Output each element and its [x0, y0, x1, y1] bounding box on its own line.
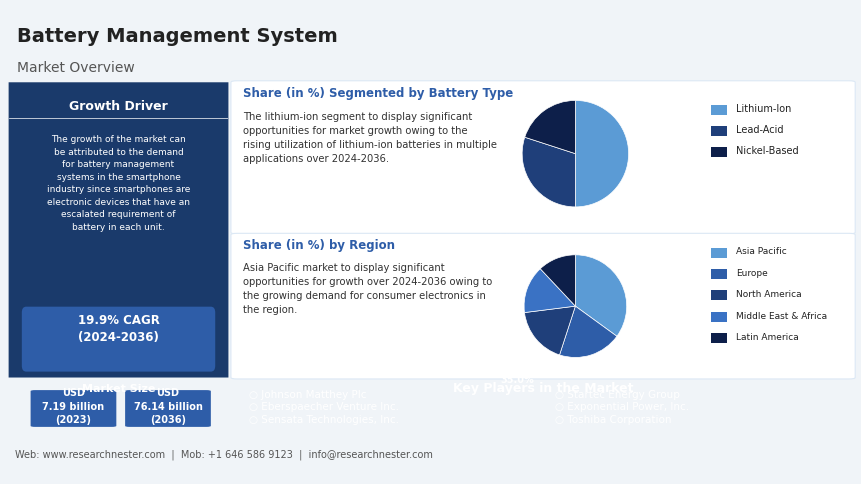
- Text: Web: www.researchnester.com  |  Mob: +1 646 586 9123  |  info@researchnester.com: Web: www.researchnester.com | Mob: +1 64…: [15, 450, 432, 460]
- Text: ○ Johnson Matthey Plc: ○ Johnson Matthey Plc: [249, 391, 367, 400]
- Wedge shape: [574, 255, 626, 336]
- FancyBboxPatch shape: [710, 248, 726, 257]
- Text: The lithium-ion segment to display significant
opportunities for market growth o: The lithium-ion segment to display signi…: [243, 112, 497, 164]
- Text: Lead-Acid: Lead-Acid: [735, 125, 783, 136]
- FancyBboxPatch shape: [710, 312, 726, 322]
- Text: ○ Toshiba Corporation: ○ Toshiba Corporation: [554, 415, 671, 424]
- Text: Battery Management System: Battery Management System: [17, 27, 338, 45]
- Text: ○ Exponential Power, Inc.: ○ Exponential Power, Inc.: [554, 402, 689, 412]
- FancyBboxPatch shape: [9, 82, 228, 378]
- Text: Asia Pacific market to display significant
opportunities for growth over 2024-20: Asia Pacific market to display significa…: [243, 263, 492, 315]
- Text: USD
76.14 billion
(2036): USD 76.14 billion (2036): [133, 388, 202, 425]
- Text: 35.0%: 35.0%: [500, 375, 534, 385]
- FancyBboxPatch shape: [31, 390, 116, 427]
- Text: Europe: Europe: [735, 269, 766, 278]
- Text: Nickel-Based: Nickel-Based: [735, 146, 797, 156]
- Wedge shape: [523, 269, 575, 313]
- Text: Market Overview: Market Overview: [17, 60, 134, 75]
- FancyBboxPatch shape: [710, 147, 726, 157]
- Text: 19.9% CAGR
(2024-2036): 19.9% CAGR (2024-2036): [77, 314, 159, 344]
- Text: ○ Startec Energy Group: ○ Startec Energy Group: [554, 391, 679, 400]
- Wedge shape: [574, 100, 628, 207]
- Wedge shape: [523, 306, 575, 355]
- FancyBboxPatch shape: [710, 126, 726, 136]
- Text: Share (in %) Segmented by Battery Type: Share (in %) Segmented by Battery Type: [243, 87, 513, 100]
- FancyBboxPatch shape: [22, 307, 215, 372]
- FancyBboxPatch shape: [231, 233, 854, 379]
- Text: Latin America: Latin America: [735, 333, 797, 342]
- Text: Share (in %) by Region: Share (in %) by Region: [243, 239, 394, 252]
- Text: The growth of the market can
be attributed to the demand
for battery management
: The growth of the market can be attribut…: [46, 136, 190, 232]
- Text: ○ Sensata Technologies, Inc.: ○ Sensata Technologies, Inc.: [249, 415, 399, 424]
- Wedge shape: [524, 100, 575, 153]
- Text: Middle East & Africa: Middle East & Africa: [735, 312, 826, 320]
- Text: USD
7.19 billion
(2023): USD 7.19 billion (2023): [42, 388, 104, 425]
- Wedge shape: [559, 306, 616, 357]
- FancyBboxPatch shape: [710, 269, 726, 279]
- FancyBboxPatch shape: [710, 333, 726, 343]
- Text: Market Size: Market Size: [82, 384, 155, 394]
- Text: Key Players in the Market: Key Players in the Market: [452, 382, 633, 395]
- Text: 50.0%: 50.0%: [498, 232, 532, 242]
- FancyBboxPatch shape: [125, 390, 211, 427]
- FancyBboxPatch shape: [710, 105, 726, 115]
- Wedge shape: [522, 137, 575, 207]
- Text: Lithium-Ion: Lithium-Ion: [735, 104, 790, 114]
- Text: Growth Driver: Growth Driver: [69, 100, 168, 113]
- FancyBboxPatch shape: [231, 81, 854, 234]
- Text: ○ Eberspaecher Venture Inc.: ○ Eberspaecher Venture Inc.: [249, 402, 399, 412]
- Text: Asia Pacific: Asia Pacific: [735, 247, 786, 257]
- Text: North America: North America: [735, 290, 801, 299]
- Wedge shape: [540, 255, 575, 306]
- FancyBboxPatch shape: [710, 290, 726, 301]
